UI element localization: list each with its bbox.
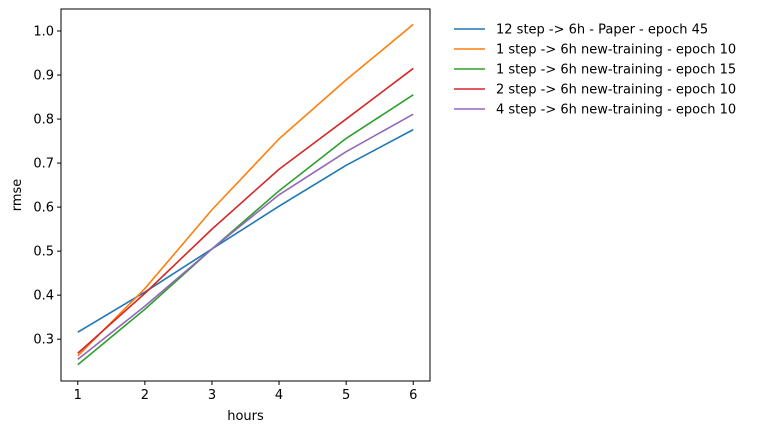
legend-label-5: 4 step -> 6h new-training - epoch 10 xyxy=(496,103,736,118)
legend-label-2: 1 step -> 6h new-training - epoch 10 xyxy=(496,43,736,58)
series-line-1 xyxy=(77,128,414,333)
legend-label-3: 1 step -> 6h new-training - epoch 15 xyxy=(496,63,736,78)
y-tick-label: 0.3 xyxy=(33,333,54,348)
x-tick-label: 1 xyxy=(74,388,82,403)
y-tick-label: 1.0 xyxy=(33,25,54,40)
legend: 12 step -> 6h - Paper - epoch 45 1 step -… xyxy=(454,23,736,118)
legend-label-1: 12 step -> 6h - Paper - epoch 45 xyxy=(496,23,708,38)
plot-lines xyxy=(77,23,414,366)
series-line-5 xyxy=(77,113,414,361)
x-axis-label: hours xyxy=(227,409,264,424)
y-tick-label: 0.4 xyxy=(33,289,54,304)
y-tick-label: 0.8 xyxy=(33,113,54,128)
x-tick-label: 2 xyxy=(141,388,149,403)
series-line-3 xyxy=(77,94,414,366)
y-axis: 0.3 0.4 0.5 0.6 0.7 0.8 0.9 1.0 xyxy=(33,25,61,348)
series-line-2 xyxy=(77,23,414,357)
legend-label-4: 2 step -> 6h new-training - epoch 10 xyxy=(496,83,736,98)
x-tick-label: 5 xyxy=(342,388,350,403)
series-line-4 xyxy=(77,67,414,354)
x-tick-label: 4 xyxy=(275,388,283,403)
y-tick-label: 0.5 xyxy=(33,245,54,260)
y-tick-label: 0.9 xyxy=(33,69,54,84)
y-axis-label: rmse xyxy=(10,179,25,212)
x-tick-label: 6 xyxy=(409,388,417,403)
y-tick-label: 0.7 xyxy=(33,157,54,172)
x-axis: 1 2 3 4 5 6 xyxy=(74,381,417,403)
x-tick-label: 3 xyxy=(208,388,216,403)
y-tick-label: 0.6 xyxy=(33,201,54,216)
plot-frame xyxy=(60,8,431,382)
